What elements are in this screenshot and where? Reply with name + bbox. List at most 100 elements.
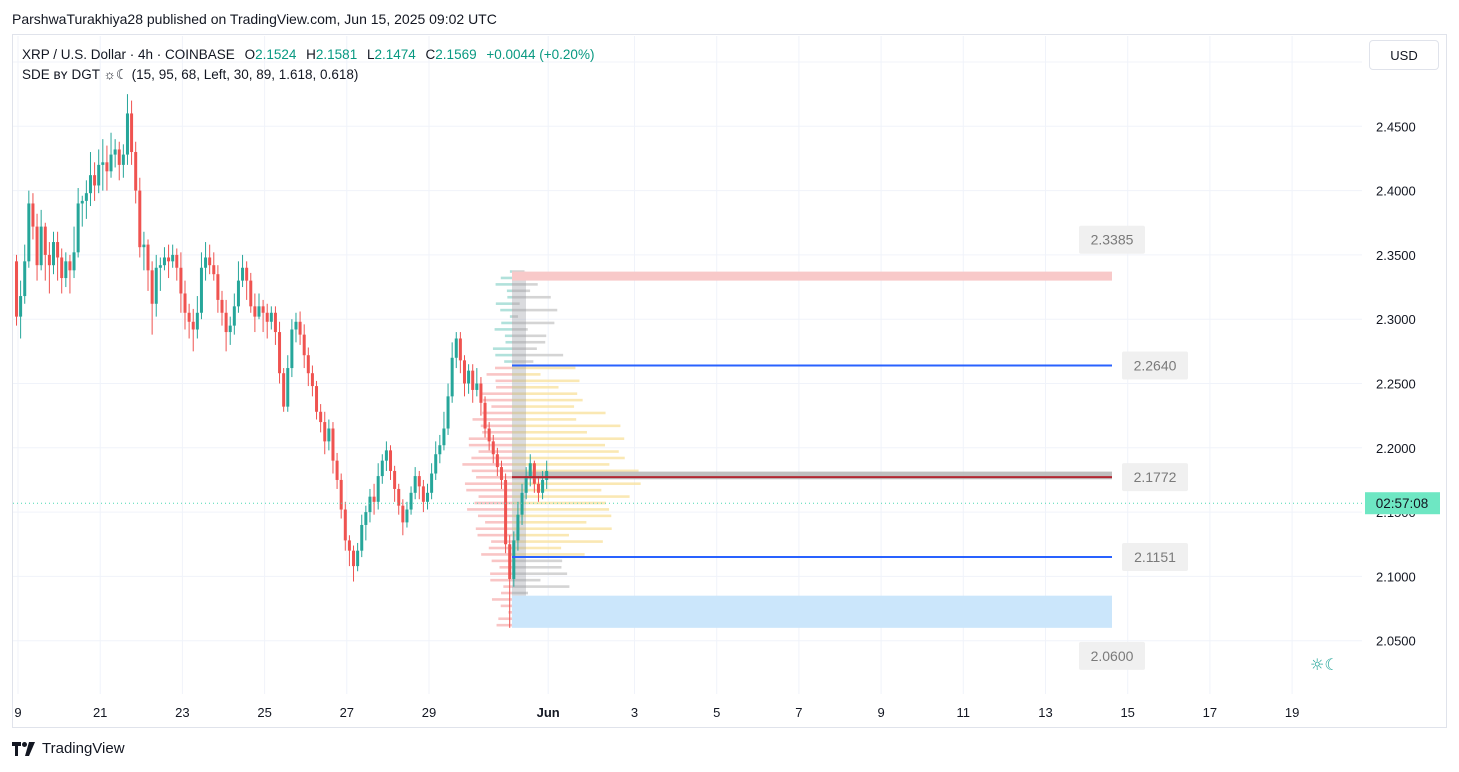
- candle-body: [208, 257, 212, 266]
- candle-body: [290, 329, 294, 369]
- profile-bar: [491, 598, 512, 601]
- candle-body: [343, 509, 347, 541]
- profile-bar: [512, 270, 525, 273]
- candle-body: [508, 544, 512, 579]
- x-tick-label: 5: [713, 705, 720, 720]
- candle-body: [167, 257, 171, 262]
- level-label-box: [1079, 641, 1145, 670]
- legend-high-label: H: [306, 47, 316, 62]
- x-tick-label: 15: [1120, 705, 1134, 720]
- candle-body: [454, 338, 458, 358]
- level-label: 2.2640: [1134, 357, 1177, 373]
- candle-body: [335, 460, 339, 480]
- time-axis: 9 21 23 25 27 29 Jun 3 5 7 9 11 13 15 17 19: [14, 705, 1299, 720]
- profile-bar: [498, 617, 512, 621]
- profile-bar: [512, 508, 610, 511]
- candle-body: [84, 193, 88, 201]
- candle-body: [319, 411, 323, 423]
- profile-bar: [512, 540, 603, 543]
- profile-bar: [491, 540, 512, 543]
- candle-body: [27, 203, 31, 262]
- candle-body: [475, 383, 479, 390]
- profile-bar: [512, 315, 518, 318]
- candle-body: [512, 540, 516, 579]
- profile-bar: [512, 514, 612, 518]
- candle-body: [393, 470, 397, 489]
- candle-body: [236, 280, 240, 307]
- candle-body: [364, 512, 368, 525]
- profile-bar: [491, 405, 512, 408]
- profile-bar: [496, 623, 512, 627]
- candle-body: [397, 488, 401, 506]
- candle-body: [101, 162, 105, 165]
- profile-bar: [512, 546, 562, 550]
- profile-bar: [485, 520, 512, 524]
- profile-bar: [467, 508, 512, 511]
- candle-body: [130, 113, 134, 153]
- countdown-label: 02:57:08: [1376, 496, 1429, 511]
- candle-body: [401, 505, 405, 523]
- candle-body: [154, 267, 158, 304]
- currency-button[interactable]: USD: [1369, 40, 1439, 70]
- candle-body: [195, 312, 199, 330]
- candle-body: [483, 402, 487, 429]
- candle-body: [150, 270, 154, 304]
- profile-bar: [482, 398, 512, 402]
- candle-body: [438, 445, 442, 455]
- x-tick-label: 7: [795, 705, 802, 720]
- legend-low-value: 2.1474: [374, 47, 416, 62]
- profile-bar: [491, 559, 512, 563]
- candle-body: [434, 454, 438, 474]
- y-tick-label: 2.1000: [1376, 569, 1416, 584]
- profile-bar: [512, 295, 551, 299]
- candle-body: [458, 338, 462, 361]
- profile-bar: [495, 353, 512, 357]
- publisher-line: ParshwaTurakhiya28 published on TradingV…: [12, 11, 497, 27]
- x-tick-label: 13: [1038, 705, 1052, 720]
- candle-body: [76, 203, 80, 253]
- profile-bar: [471, 456, 512, 460]
- candle-body: [269, 312, 273, 322]
- candle-body: [216, 274, 220, 300]
- level-label: 2.1772: [1134, 469, 1177, 485]
- x-tick-label: 23: [175, 705, 189, 720]
- profile-bar: [464, 482, 512, 486]
- candle-body: [249, 280, 253, 307]
- candle-body: [105, 162, 109, 172]
- candle-body: [241, 267, 245, 281]
- zone-support: [512, 595, 1112, 628]
- chart-frame: [12, 34, 1447, 728]
- profile-bar: [512, 328, 528, 331]
- candle-body: [245, 267, 249, 281]
- y-tick-label: 2.2500: [1376, 377, 1416, 392]
- y-tick-label: 2.3500: [1376, 248, 1416, 263]
- y-tick-label: 2.2000: [1376, 441, 1416, 456]
- tradingview-logo-text: TradingView: [42, 740, 125, 757]
- candle-body: [413, 476, 417, 493]
- profile-bar: [490, 578, 512, 582]
- y-tick-label: 2.4000: [1376, 184, 1416, 199]
- candle-body: [19, 296, 23, 317]
- profile-bar: [500, 604, 512, 608]
- chart-legend: XRP / U.S. Dollar · 4h · COINBASE O2.152…: [22, 45, 600, 85]
- candle-body: [68, 261, 72, 271]
- candle-body: [56, 242, 60, 258]
- profile-bar: [496, 385, 512, 389]
- profile-bar: [512, 482, 641, 486]
- profile-bar: [512, 591, 528, 595]
- candle-body: [286, 368, 290, 407]
- candle-body: [356, 550, 360, 567]
- candle-body: [352, 550, 356, 567]
- candle-body: [462, 360, 466, 384]
- candle-body: [389, 450, 393, 471]
- x-tick-label: 27: [340, 705, 354, 720]
- profile-bar: [512, 443, 606, 447]
- candle-body: [327, 428, 331, 442]
- profile-bar: [512, 353, 564, 357]
- level-label-box: [1122, 463, 1188, 492]
- profile-bar: [512, 520, 587, 524]
- profile-bar: [481, 553, 512, 556]
- tradingview-logo[interactable]: TradingView: [12, 740, 125, 757]
- candle-body: [524, 476, 528, 493]
